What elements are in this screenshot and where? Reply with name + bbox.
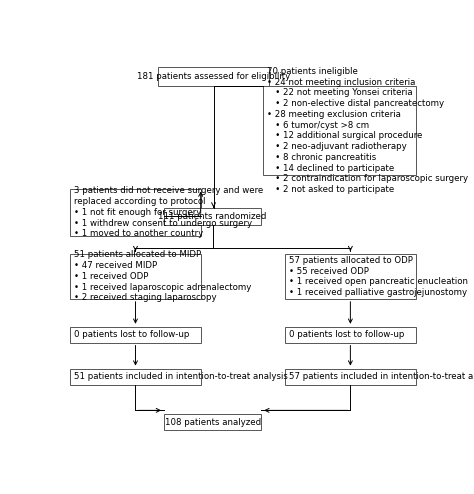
FancyBboxPatch shape	[285, 327, 416, 343]
FancyBboxPatch shape	[164, 414, 261, 430]
Text: 51 patients included in intention-to-treat analysis: 51 patients included in intention-to-tre…	[74, 372, 288, 381]
Text: 0 patients lost to follow-up: 0 patients lost to follow-up	[289, 330, 404, 339]
Text: 51 patients allocated to MIDP
• 47 received MIDP
• 1 received ODP
• 1 received l: 51 patients allocated to MIDP • 47 recei…	[74, 250, 251, 302]
FancyBboxPatch shape	[285, 254, 416, 299]
FancyBboxPatch shape	[70, 254, 201, 299]
FancyBboxPatch shape	[285, 369, 416, 384]
Text: 3 patients did not receive surgery and were
replaced according to protocol
• 1 n: 3 patients did not receive surgery and w…	[74, 186, 263, 239]
FancyBboxPatch shape	[70, 327, 201, 343]
Text: 111 patients randomized: 111 patients randomized	[158, 212, 267, 221]
Text: 70 patients ineligible
• 24 not meeting inclusion criteria
   • 22 not meeting Y: 70 patients ineligible • 24 not meeting …	[267, 67, 468, 194]
FancyBboxPatch shape	[70, 189, 201, 236]
Text: 181 patients assessed for eligibility: 181 patients assessed for eligibility	[137, 72, 290, 81]
FancyBboxPatch shape	[158, 67, 269, 86]
Text: 57 patients included in intention-to-treat analysis: 57 patients included in intention-to-tre…	[289, 372, 474, 381]
Text: 0 patients lost to follow-up: 0 patients lost to follow-up	[74, 330, 189, 339]
Text: 57 patients allocated to ODP
• 55 received ODP
• 1 received open pancreatic enuc: 57 patients allocated to ODP • 55 receiv…	[289, 256, 468, 297]
FancyBboxPatch shape	[70, 369, 201, 384]
FancyBboxPatch shape	[263, 86, 416, 175]
Text: 108 patients analyzed: 108 patients analyzed	[164, 417, 261, 427]
FancyBboxPatch shape	[164, 207, 261, 225]
